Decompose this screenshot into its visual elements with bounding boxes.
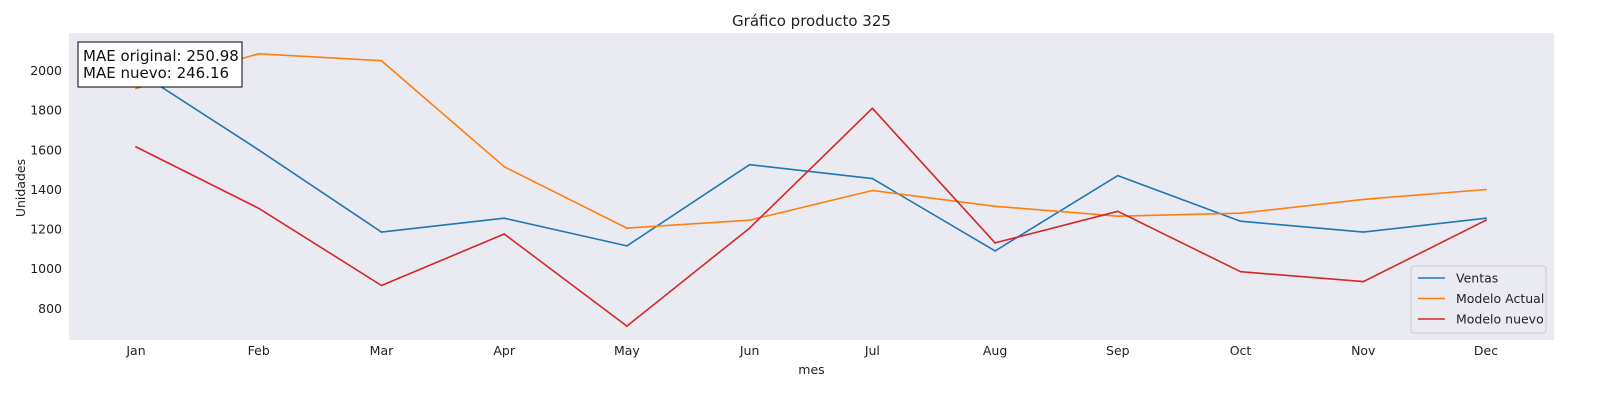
data-point (380, 284, 383, 287)
series-line-modelo-nuevo (135, 107, 1487, 327)
data-point (1362, 231, 1365, 233)
x-tick-label: Jan (125, 343, 145, 358)
data-point (1485, 217, 1487, 220)
data-point (503, 233, 506, 235)
data-point (871, 107, 874, 110)
data-point (748, 219, 751, 222)
x-tick-label: Feb (248, 343, 270, 358)
data-point (257, 207, 260, 210)
y-axis-label: Unidades (13, 159, 28, 217)
data-point (1116, 210, 1119, 213)
chart-title: Gráfico producto 325 (732, 12, 891, 30)
y-tick-label: 1600 (30, 142, 62, 157)
data-point (135, 145, 137, 148)
x-tick-label: Mar (370, 343, 394, 358)
x-tick-label: Jun (739, 343, 760, 358)
data-point (257, 52, 260, 55)
data-point (257, 148, 260, 151)
y-tick-label: 2000 (30, 63, 62, 78)
y-tick-label: 1000 (30, 261, 62, 276)
x-tick-label: Oct (1230, 343, 1252, 358)
data-point (994, 205, 996, 208)
data-point (994, 242, 996, 244)
data-point (626, 245, 628, 247)
legend-label: Ventas (1456, 271, 1498, 286)
plot-background (69, 33, 1554, 340)
x-tick-label: Nov (1351, 343, 1376, 358)
x-tick-label: May (614, 343, 640, 358)
data-point (626, 227, 628, 229)
data-point (1239, 212, 1242, 215)
data-point (1239, 270, 1242, 273)
y-tick-label: 800 (38, 301, 62, 316)
annotation-line-nuevo: MAE nuevo: 246.16 (83, 64, 229, 82)
data-point (1485, 188, 1487, 191)
series-layer (135, 52, 1487, 328)
x-tick-label: Sep (1106, 343, 1130, 358)
data-point (380, 231, 383, 233)
y-tick-label: 1800 (30, 103, 62, 118)
legend: Ventas Modelo Actual Modelo nuevo (1410, 265, 1547, 334)
x-tick-label: Jul (864, 343, 880, 358)
data-point (380, 59, 383, 62)
x-tick-label: Apr (493, 343, 515, 358)
x-axis-ticks: Jan Feb Mar Apr May Jun Jul Aug Sep Oct Nov Dec (125, 343, 1498, 358)
data-point (503, 217, 506, 220)
data-point (1362, 198, 1365, 201)
data-point (1239, 220, 1242, 223)
mae-annotation: MAE original: 250.98 MAE nuevo: 246.16 (77, 41, 243, 88)
y-tick-label: 1200 (30, 222, 62, 237)
legend-label: Modelo Actual (1456, 291, 1544, 306)
data-point (1485, 219, 1487, 222)
legend-box (1410, 265, 1547, 334)
data-point (994, 249, 996, 252)
data-point (1362, 280, 1365, 283)
data-point (626, 325, 628, 328)
y-tick-label: 1400 (30, 182, 62, 197)
x-tick-label: Dec (1474, 343, 1498, 358)
x-tick-label: Aug (983, 343, 1007, 358)
data-point (1116, 215, 1119, 218)
y-axis-ticks: 800 1000 1200 1400 1600 1800 2000 (30, 63, 62, 316)
series-line-modelo-actual (135, 52, 1487, 229)
data-point (135, 87, 137, 90)
data-point (871, 189, 874, 192)
data-point (503, 165, 506, 168)
x-axis-label: mes (798, 362, 824, 377)
legend-label: Modelo nuevo (1456, 312, 1544, 327)
annotation-line-original: MAE original: 250.98 (83, 47, 239, 65)
data-point (1116, 174, 1119, 177)
annotation-box (77, 41, 243, 88)
series-line-ventas (135, 69, 1487, 252)
data-point (748, 227, 751, 229)
data-point (748, 163, 751, 166)
data-point (871, 177, 874, 180)
